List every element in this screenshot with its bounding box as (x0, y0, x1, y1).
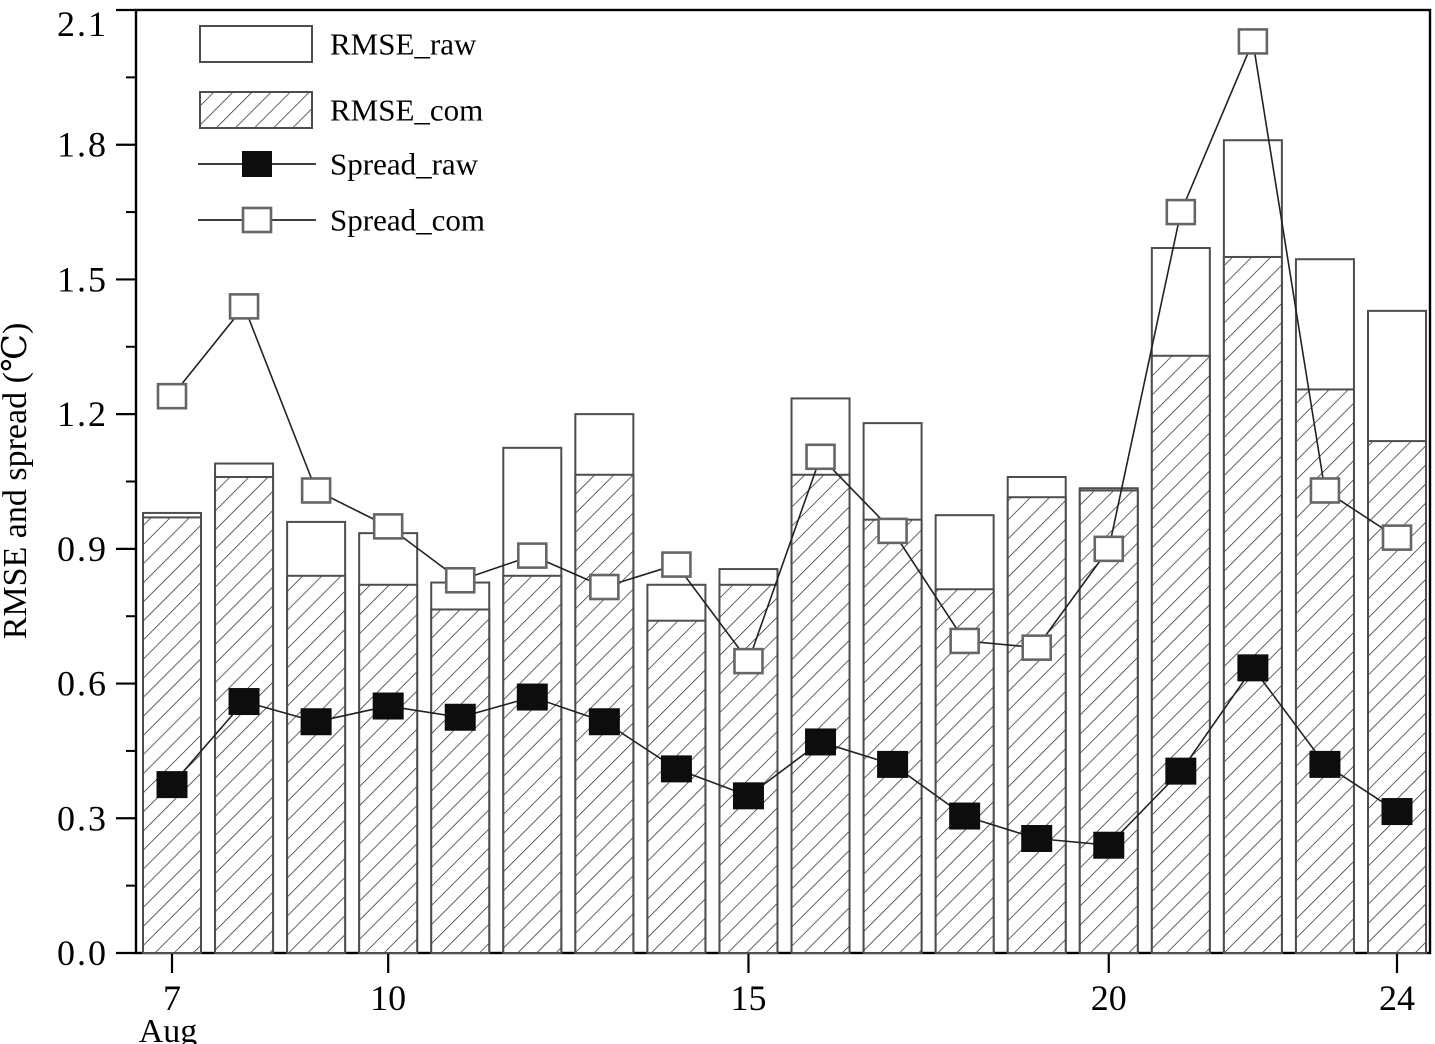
bar-rmse-com (646, 619, 707, 954)
bar-rmse-com (1078, 489, 1139, 954)
y-tick-label: 0.6 (57, 664, 108, 704)
legend: RMSE_raw RMSE_com Spread_raw Spread_com (198, 25, 485, 238)
spread-raw-marker (660, 755, 692, 783)
bar-rmse-com (358, 583, 419, 954)
spread-raw-marker (732, 782, 764, 810)
spread-raw-marker (949, 802, 981, 830)
spread-com-marker (877, 517, 908, 545)
x-tick-label: 15 (730, 978, 766, 1018)
spread-com-marker (589, 573, 620, 601)
x-tick-label: 24 (1379, 978, 1415, 1018)
bar-rmse-com (862, 518, 923, 955)
spread-raw-marker (1021, 824, 1053, 852)
spread-com-marker (1237, 28, 1269, 55)
spread-com-line (171, 38, 1398, 663)
legend-label-spread-com: Spread_com (330, 203, 485, 238)
spread-com-marker (805, 443, 836, 471)
spread-com-marker (1309, 477, 1341, 504)
bar-rmse-com (502, 574, 563, 954)
y-tick-label: 1.8 (57, 125, 108, 165)
spread-raw-marker (1381, 798, 1413, 826)
y-tick-label: 2.1 (57, 4, 108, 44)
spread-raw-marker (1093, 831, 1125, 859)
plot-area: 0.0 0.3 0.6 0.9 1.2 1.5 1.8 2.1 7 10 15 20 24 Aug RMSE… (57, 4, 1432, 1044)
legend-label-spread-raw: Spread_raw (330, 147, 479, 182)
spread-raw-marker (516, 683, 548, 711)
spread-com-marker (156, 382, 188, 410)
spread-raw-marker (1165, 757, 1197, 785)
y-tick-label: 0.9 (57, 529, 108, 569)
spread-com-marker (1093, 535, 1125, 563)
bar-rmse-com (1006, 496, 1067, 954)
spread-com-marker (1021, 634, 1053, 661)
spread-com-marker (228, 293, 260, 320)
spread-com-marker (949, 627, 980, 655)
y-axis-title: RMSE and spread (℃) (0, 323, 34, 640)
spread-raw-marker (156, 771, 188, 799)
spread-raw-marker (1309, 750, 1341, 778)
bar-rmse-com (718, 583, 779, 954)
y-tick-label: 1.5 (57, 259, 108, 299)
spread-com-marker (1381, 524, 1413, 551)
spread-raw-marker (588, 708, 620, 736)
legend-swatch-rmse-com (199, 91, 313, 129)
legend-marker-spread-raw (242, 151, 272, 177)
bar-rmse-com (430, 608, 491, 954)
spread-com-marker (300, 477, 332, 504)
x-axis-month-label: Aug (139, 1013, 198, 1044)
legend-label-rmse-com: RMSE_com (330, 93, 483, 128)
legend-marker-spread-com (241, 206, 273, 234)
bar-rmse-com (1294, 388, 1355, 954)
legend-label-rmse-raw: RMSE_raw (330, 27, 477, 62)
y-tick-label: 0.0 (57, 933, 108, 973)
y-tick-label: 0.3 (57, 798, 108, 838)
bar-rmse-com (1367, 440, 1427, 954)
x-tick-label: 20 (1091, 978, 1127, 1018)
spread-com-marker (516, 542, 548, 569)
spread-raw-marker (300, 708, 332, 736)
bar-rmse-com (790, 473, 851, 954)
y-tick-label: 1.2 (57, 394, 108, 434)
bar-rmse-com (286, 574, 347, 954)
spread-com-marker (372, 513, 404, 540)
spread-com-marker (444, 566, 476, 594)
spread-raw-marker (1237, 654, 1269, 682)
bar-rmse-com (1222, 255, 1283, 954)
bar-rmse-com (142, 516, 202, 955)
spread-raw-marker (372, 692, 404, 720)
x-tick-label: 7 (163, 978, 181, 1018)
spread-raw-line (171, 666, 1398, 847)
spread-raw-marker (444, 703, 476, 731)
spread-raw-marker (228, 688, 260, 716)
legend-swatch-rmse-raw (199, 25, 313, 63)
spread-com-marker (1165, 198, 1197, 226)
spread-com-marker (733, 647, 764, 675)
spread-raw-marker (805, 728, 837, 756)
spread-raw-marker (877, 750, 909, 778)
bar-rmse-com (1150, 354, 1211, 954)
spread-com-marker (661, 551, 692, 578)
x-tick-label: 10 (370, 978, 406, 1018)
